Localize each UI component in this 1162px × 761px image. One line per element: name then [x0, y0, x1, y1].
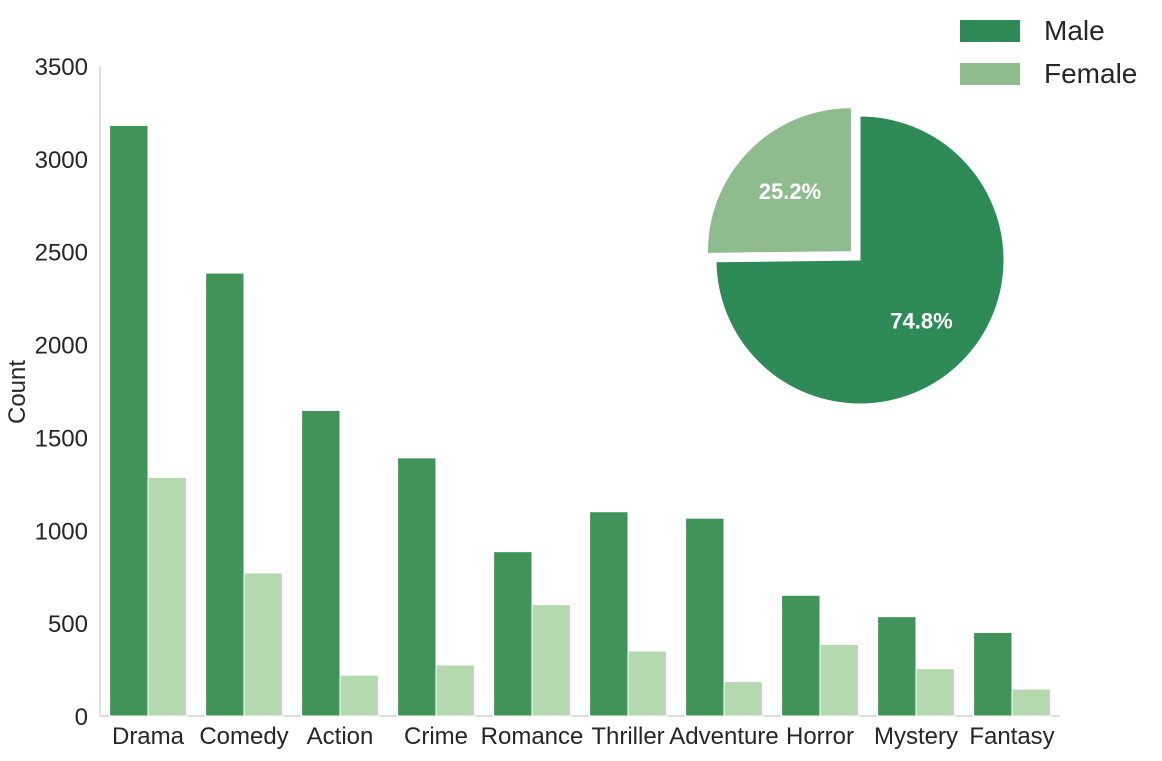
y-tick-label: 2500 — [35, 240, 88, 267]
pie-pct-label-female: 25.2% — [759, 179, 821, 204]
bar-female-crime — [435, 664, 475, 717]
bar-male-romance — [493, 551, 533, 717]
bar-male-comedy — [205, 272, 245, 717]
bar-male-adventure — [685, 517, 725, 717]
pie-chart: 74.8% 25.2% — [706, 107, 1005, 405]
bar-male-thriller — [589, 511, 629, 717]
bar-male-mystery — [877, 616, 917, 717]
bar-female-horror — [819, 644, 859, 717]
x-tick-label: Drama — [112, 723, 185, 750]
y-tick-labels: 0 500 1000 1500 2000 2500 3000 3500 — [35, 54, 88, 731]
x-tick-labels: Drama Comedy Action Crime Romance Thriller Adv… — [112, 723, 1055, 750]
x-tick-label: Horror — [786, 723, 854, 750]
bar-female-romance — [531, 604, 571, 717]
pie-pct-label-male: 74.8% — [890, 309, 952, 334]
x-tick-label: Mystery — [874, 723, 958, 750]
bar-female-adventure — [723, 681, 763, 717]
y-axis-label: Count — [4, 360, 31, 424]
bar-female-comedy — [243, 572, 283, 717]
x-tick-label: Comedy — [199, 723, 288, 750]
bar-female-drama — [147, 476, 187, 717]
y-tick-label: 3500 — [35, 54, 88, 81]
pie-slice-female — [706, 107, 852, 254]
legend-swatch-male — [960, 20, 1020, 42]
legend: Male Female — [960, 15, 1137, 89]
y-tick-label: 2000 — [35, 333, 88, 360]
bar-female-thriller — [627, 650, 667, 717]
bar-female-mystery — [915, 668, 955, 717]
bars — [109, 124, 1051, 717]
bar-male-drama — [109, 124, 149, 717]
x-tick-label: Romance — [481, 723, 584, 750]
bar-female-action — [339, 674, 379, 717]
legend-swatch-female — [960, 63, 1020, 85]
x-tick-label: Crime — [404, 723, 468, 750]
y-tick-label: 0 — [75, 704, 88, 731]
bar-male-fantasy — [973, 631, 1013, 717]
x-tick-label: Action — [307, 723, 374, 750]
legend-label-male: Male — [1044, 15, 1105, 46]
y-tick-label: 500 — [48, 611, 88, 638]
x-tick-label: Fantasy — [969, 723, 1054, 750]
y-tick-label: 1500 — [35, 425, 88, 452]
legend-label-female: Female — [1044, 58, 1137, 89]
bar-male-horror — [781, 594, 821, 717]
y-tick-label: 3000 — [35, 147, 88, 174]
pie-slice-male — [715, 115, 1005, 405]
x-tick-label: Thriller — [591, 723, 664, 750]
x-tick-label: Adventure — [669, 723, 778, 750]
y-tick-label: 1000 — [35, 518, 88, 545]
bar-male-action — [301, 410, 341, 717]
bar-female-fantasy — [1011, 688, 1051, 717]
bar-male-crime — [397, 457, 437, 717]
